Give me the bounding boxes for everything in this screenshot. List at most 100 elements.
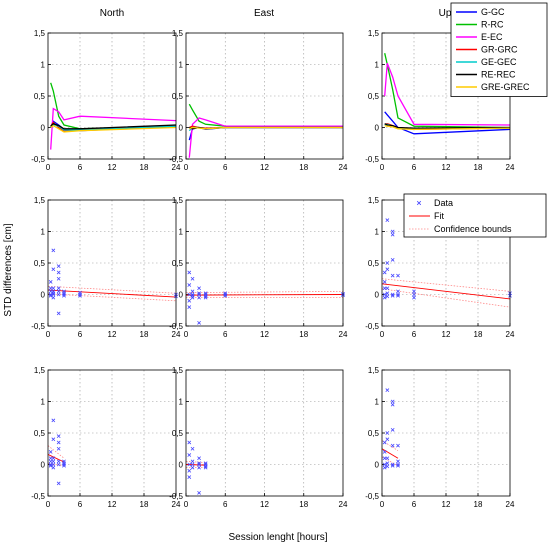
data-point [56,264,61,269]
y-tick-label: 0 [41,461,46,470]
data-point [382,440,387,445]
y-tick-label: 0 [179,461,184,470]
y-tick-label: -0,5 [169,492,183,501]
y-tick-label: 0,5 [172,92,184,101]
y-tick-label: -0,5 [365,155,379,164]
x-tick-label: 24 [506,500,515,509]
data-point [382,450,387,454]
data-point [56,289,61,294]
legend-entry: R-RC [481,20,504,30]
x-tick-label: 0 [46,500,51,509]
data-point [390,427,395,432]
series-line [384,123,511,129]
y-tick-label: 0,5 [34,429,46,438]
y-tick-label: 0 [179,124,184,133]
data-point [385,388,390,393]
x-tick-label: 12 [260,163,269,172]
confidence-bound-upper [47,285,177,294]
data-point [51,292,56,297]
x-tick-label: 0 [184,163,189,172]
data-point [187,298,192,303]
data-point [396,292,400,297]
legend-entry: Fit [434,211,444,221]
data-point [187,305,192,309]
panel-row2-east: 0 6 12 18 24-0,500,511,5 [169,196,348,339]
data-point [51,418,56,423]
x-tick-label: 12 [108,330,117,339]
y-tick-label: 0,5 [172,429,184,438]
data-point [396,443,400,448]
data-point [203,291,208,296]
confidence-bound-lower [47,462,65,467]
data-point [385,464,390,469]
data-point [56,276,61,281]
y-tick-label: 1,5 [368,196,380,205]
data-point [197,456,201,461]
data-point [51,459,56,464]
x-tick-label: 0 [380,330,385,339]
data-point [203,464,208,469]
x-tick-label: 24 [339,163,348,172]
series-line [384,111,511,135]
x-tick-label: 6 [223,500,228,509]
column-title-north: North [100,8,124,19]
y-tick-label: 1 [375,61,380,70]
data-point [197,462,201,467]
data-point [412,289,416,294]
confidence-bound-upper [185,460,206,464]
legend-swatch-data [416,200,422,206]
confidence-bound-upper [381,278,511,292]
data-point [56,270,61,275]
confidence-bound-upper [185,290,344,294]
data-point [390,402,395,407]
data-point [190,446,195,451]
data-point [390,463,395,468]
data-point [197,291,201,296]
data-point [382,295,387,300]
data-point [385,286,390,291]
x-tick-label: 12 [260,330,269,339]
y-tick-label: 1,5 [368,29,380,38]
legend-entry: G-GC [481,7,505,17]
data-point [56,462,61,467]
data-point [48,280,53,284]
data-point [385,431,390,435]
panel-row1-east: 0 6 12 18 24-0,500,511,5 [169,29,348,172]
data-point [390,443,395,448]
data-point [190,292,195,297]
data-point [396,462,400,467]
confidence-bound-lower [47,293,177,302]
data-point [385,267,390,272]
data-point [197,292,201,297]
data-point [390,232,395,237]
y-tick-label: 0 [41,124,46,133]
x-tick-label: 6 [78,330,83,339]
fit-line [47,454,65,463]
data-point [203,465,208,470]
data-point [385,437,390,442]
x-tick-label: 24 [506,163,515,172]
data-point [385,461,390,466]
y-tick-label: -0,5 [31,155,45,164]
data-point [396,273,400,278]
x-tick-label: 18 [474,163,483,172]
data-point [51,295,56,300]
y-tick-label: 1 [41,398,46,407]
y-tick-label: -0,5 [365,492,379,501]
data-point [197,295,201,300]
y-tick-label: 1 [179,61,184,70]
y-tick-label: 0,5 [34,92,46,101]
data-point [382,270,387,275]
data-point [382,465,387,470]
data-point [382,292,387,297]
fit-line [47,289,177,298]
x-tick-label: 6 [412,330,417,339]
data-point [78,293,82,298]
data-point [396,463,400,468]
column-title-up: Up [439,8,452,19]
legend-box [403,193,547,238]
series-line [50,107,177,150]
data-point [187,475,192,479]
data-point [56,311,61,316]
